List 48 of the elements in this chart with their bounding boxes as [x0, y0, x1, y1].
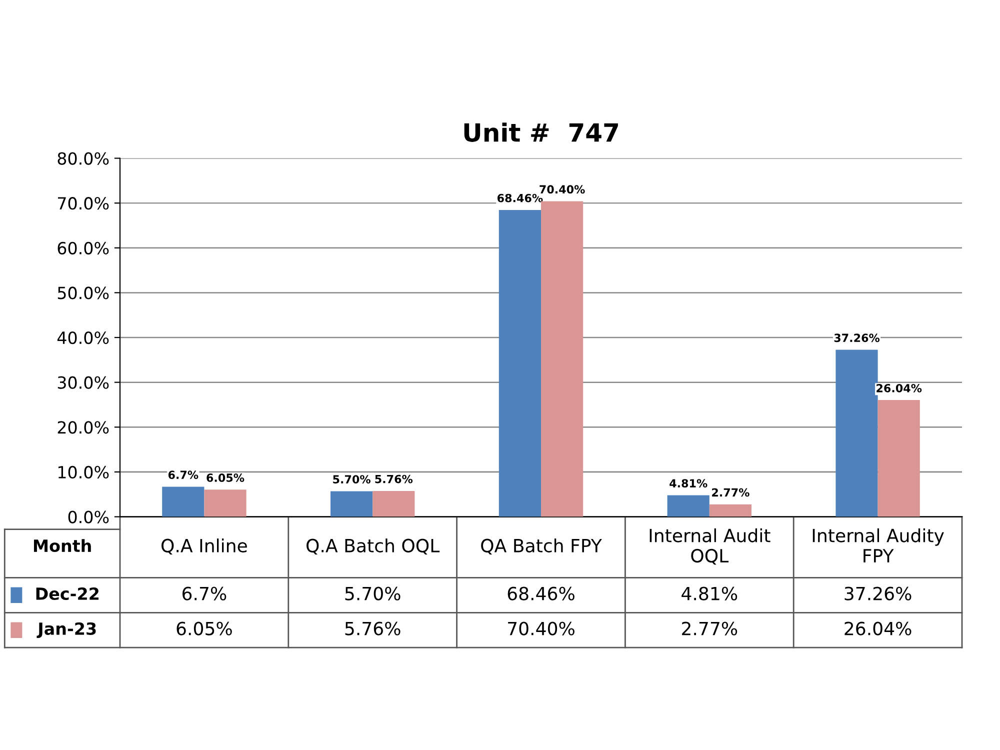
text: 37.26%	[834, 334, 880, 342]
data-label: 5.76%	[345, 622, 400, 636]
data-label: 68.46%	[508, 586, 574, 600]
x-tick-label: QA Batch FPY	[481, 538, 602, 555]
bar	[709, 504, 752, 517]
text: Month	[34, 539, 91, 552]
text: 68.46%	[498, 194, 543, 202]
data-label: 70.40%	[508, 622, 574, 636]
bar	[836, 350, 878, 517]
bar	[204, 490, 246, 517]
data-label: 2.77%	[682, 622, 738, 636]
bar	[667, 495, 710, 517]
y-tick-label: 80.0%	[58, 152, 109, 165]
text: 26.04%	[876, 384, 922, 392]
text: 5.76%	[375, 474, 413, 484]
y-tick-label: 70.0%	[58, 197, 109, 210]
y-tick-label: 10.0%	[58, 466, 109, 479]
legend-label: Dec-22	[36, 587, 98, 600]
chart-title: Unit # 747	[464, 122, 618, 142]
data-label: 6.7%	[182, 586, 226, 600]
data-label: 6.05%	[176, 622, 232, 636]
text: 6.05%	[206, 474, 244, 482]
text: 5.70%	[333, 475, 370, 484]
data-label: 26.04%	[844, 622, 912, 636]
bar	[878, 400, 920, 517]
y-tick-label: 40.0%	[57, 331, 109, 344]
y-tick-label: 60.0%	[58, 242, 109, 254]
data-label: 37.26%	[844, 586, 912, 600]
y-tick-label: 20.0%	[58, 421, 109, 434]
legend-label: Jan-23	[36, 622, 96, 638]
y-tick-label: 30.0%	[58, 376, 109, 389]
text: 4.81%	[670, 479, 708, 488]
x-tick-label: Q.A Batch OQL	[306, 538, 440, 555]
text: 70.40%	[540, 185, 585, 194]
bar	[498, 210, 541, 517]
text: 2.77%	[712, 488, 750, 497]
data-label: 4.81%	[682, 586, 738, 600]
x-tick-label: Internal Audity FPY	[812, 528, 944, 562]
y-tick-label: 50.0%	[58, 286, 109, 300]
data-label: 5.70%	[345, 586, 400, 600]
y-tick-label: 0.0%	[68, 510, 109, 524]
text: 6.7%	[168, 470, 198, 480]
bar	[162, 486, 204, 517]
bar	[330, 491, 373, 517]
bar	[541, 201, 584, 517]
x-tick-label: Q.A Inline	[162, 538, 247, 555]
x-tick-label: Internal Audit OQL	[650, 528, 770, 565]
bar	[372, 490, 415, 517]
